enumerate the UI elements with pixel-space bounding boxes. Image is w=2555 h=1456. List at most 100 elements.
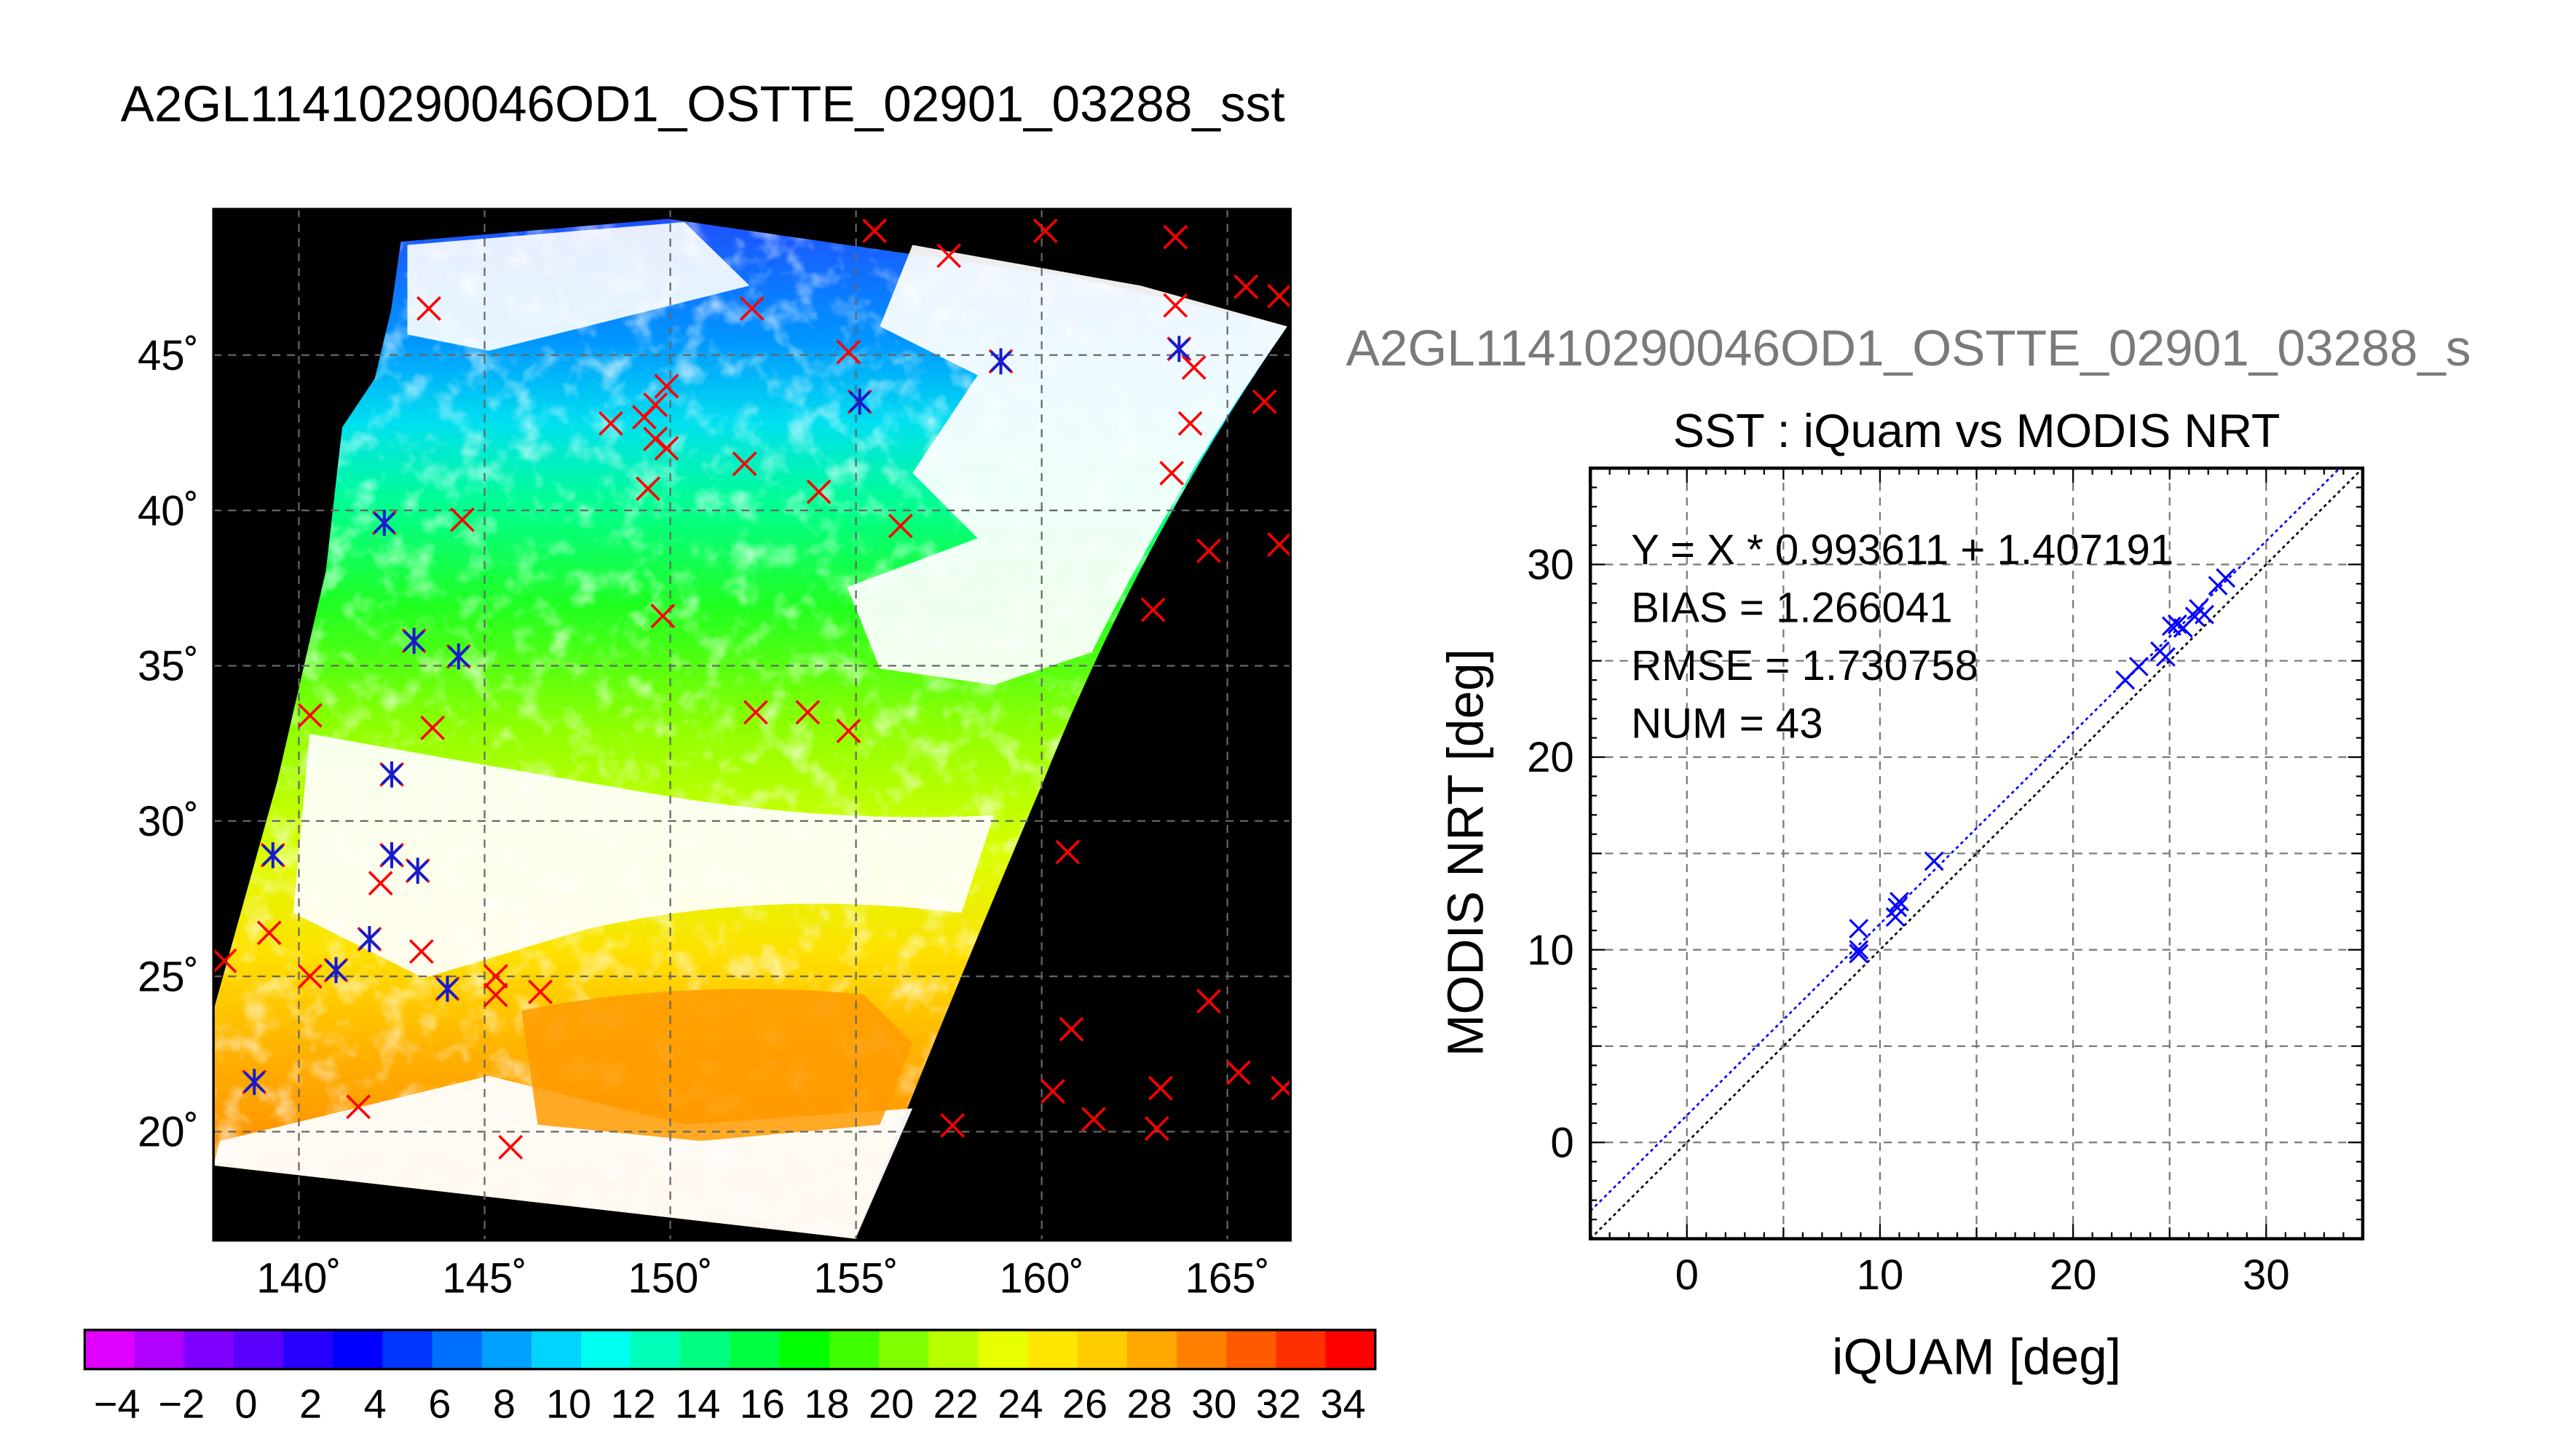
match-marker	[242, 1069, 267, 1096]
match-marker	[1166, 336, 1192, 363]
map-lat-tick-label: 35˚	[138, 643, 199, 690]
colorbar-swatch	[283, 1329, 334, 1369]
buoy-marker	[1040, 1079, 1065, 1104]
fit-line	[1590, 468, 2342, 1212]
colorbar-tick-label: 0	[234, 1381, 257, 1427]
buoy-marker	[862, 218, 888, 244]
scatter-point	[1849, 940, 1869, 960]
warm-region	[521, 989, 913, 1142]
colorbar-swatch	[1126, 1329, 1178, 1369]
buoy-marker	[1059, 1016, 1084, 1042]
scatter-ticks: 0 10 20 30 0 10 20 30	[1527, 468, 2363, 1299]
colorbar-swatch	[978, 1329, 1029, 1369]
scatter-x-tick-label: 10	[1857, 1251, 1904, 1299]
colorbar-tick-label: 22	[933, 1381, 979, 1427]
colorbar-tick-label: 18	[804, 1381, 849, 1427]
scatter-grid	[1590, 468, 2363, 1239]
colorbar-swatch	[1077, 1329, 1129, 1369]
colorbar-labels: −4 −2 0 2 4 6 8 10 12 14 16 18 20 22 24 26 28 30 32 34	[94, 1381, 1366, 1427]
buoy-marker	[1267, 532, 1291, 557]
map-lon-tick-label: 165˚	[1185, 1254, 1269, 1302]
colorbar-swatch	[730, 1329, 781, 1369]
buoy-marker	[643, 392, 668, 417]
scatter-annotation: Y = X * 0.993611 + 1.407191	[1631, 526, 2173, 574]
colorbar-tick-label: −4	[94, 1381, 141, 1427]
buoy-marker	[650, 604, 676, 629]
match-marker	[847, 388, 872, 415]
scatter-point	[1849, 919, 1869, 938]
buoy-marker	[654, 373, 679, 399]
scatter-point	[2128, 657, 2149, 677]
buoy-marker	[654, 435, 679, 461]
buoy-marker	[1144, 1116, 1169, 1142]
colorbar-tick-label: 28	[1126, 1381, 1172, 1427]
buoy-marker	[599, 411, 623, 436]
scatter-point	[2167, 614, 2187, 634]
map-lon-tick-label: 160˚	[999, 1254, 1083, 1302]
colorbar-tick-label: 2	[299, 1381, 322, 1427]
colorbar-swatch	[1177, 1329, 1228, 1369]
scatter-annotation: NUM = 43	[1631, 700, 1823, 747]
buoy-marker	[1196, 989, 1222, 1014]
buoy-marker	[836, 719, 861, 743]
match-marker	[405, 858, 430, 884]
colorbar-swatch	[928, 1329, 979, 1369]
scatter-x-tick-label: 0	[1675, 1251, 1699, 1299]
scatter-y-tick-label: 30	[1527, 542, 1574, 589]
map-title: A2GL11410290046OD1_OSTTE_02901_03288_sst	[121, 75, 1285, 132]
cloud-band-north	[407, 222, 750, 351]
buoy-marker	[1055, 839, 1081, 865]
scatter-x-tick-label: 30	[2243, 1251, 2290, 1299]
cloud-band-east	[847, 245, 1287, 685]
scatter-y-tick-label: 20	[1527, 734, 1574, 781]
buoy-marker	[1163, 293, 1188, 318]
buoy-marker	[368, 871, 393, 896]
scatter-x-tick-label: 20	[2050, 1251, 2097, 1299]
scatter-header: A2GL11410290046OD1_OSTTE_02901_03288_s	[1346, 320, 2471, 376]
buoy-marker	[1177, 411, 1203, 436]
match-marker	[446, 643, 471, 670]
scatter-point	[2195, 604, 2214, 625]
buoy-marker	[636, 476, 660, 502]
buoy-marker	[795, 700, 821, 725]
buoy-marker	[1252, 389, 1277, 414]
buoy-marker	[1271, 1075, 1291, 1101]
buoy-marker	[940, 1113, 965, 1138]
scatter-y-tick-label: 0	[1550, 1119, 1573, 1166]
scatter-title: SST : iQuam vs MODIS NRT	[1673, 404, 2280, 457]
scatter-annotation: BIAS = 1.266041	[1631, 585, 1953, 632]
map-lat-tick-label: 40˚	[138, 487, 199, 534]
buoy-marker	[449, 507, 475, 532]
buoy-marker	[1196, 538, 1222, 563]
map-lat-tick-label: 25˚	[138, 953, 199, 1000]
scatter-point	[1887, 897, 1908, 917]
buoy-marker	[1081, 1107, 1106, 1132]
scatter-annotation: RMSE = 1.730758	[1631, 642, 1978, 689]
match-marker	[988, 348, 1014, 375]
buoy-marker	[346, 1094, 371, 1120]
buoy-marker	[256, 920, 282, 946]
colorbar-swatch	[432, 1329, 483, 1369]
sst-map-panel: A2GL11410290046OD1_OSTTE_02901_03288_sst…	[83, 75, 1377, 1427]
colorbar-tick-label: 14	[675, 1381, 720, 1427]
match-marker	[260, 842, 285, 869]
buoy-marker	[743, 700, 768, 725]
map-lat-tick-label: 45˚	[138, 332, 199, 379]
buoy-marker	[408, 939, 434, 964]
buoy-marker	[483, 982, 508, 1008]
colorbar-swatch	[581, 1329, 632, 1369]
match-marker	[379, 761, 404, 788]
colorbar-swatch	[84, 1329, 135, 1369]
colorbar-swatch	[1276, 1329, 1327, 1369]
scatter-point	[2156, 646, 2176, 667]
colorbar-swatch	[631, 1329, 682, 1369]
buoy-marker	[498, 1134, 524, 1160]
buoy-marker	[1159, 460, 1185, 486]
colorbar-tick-label: 26	[1062, 1381, 1107, 1427]
scatter-x-axis-label: iQUAM [deg]	[1832, 1328, 2121, 1385]
buoy-marker	[1148, 1075, 1173, 1101]
buoy-marker	[1032, 218, 1058, 244]
colorbar-swatch	[779, 1329, 831, 1369]
colorbar-swatch	[233, 1329, 285, 1369]
